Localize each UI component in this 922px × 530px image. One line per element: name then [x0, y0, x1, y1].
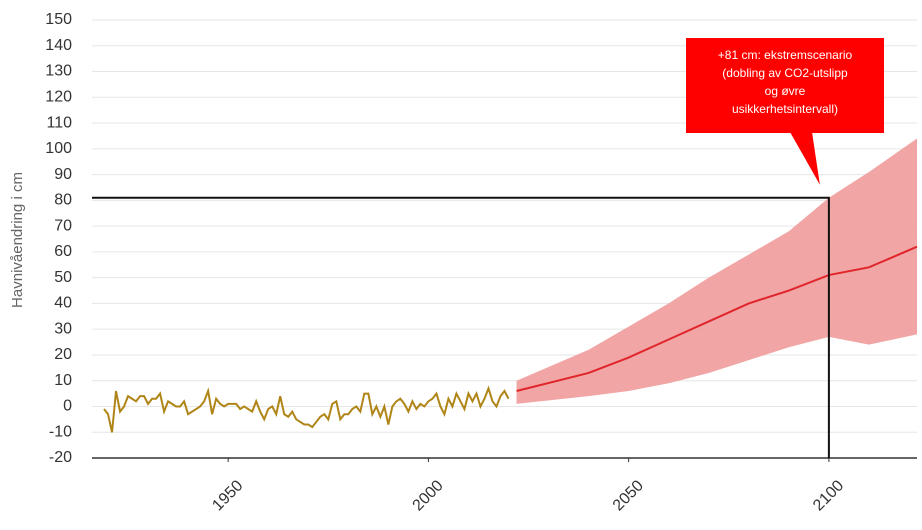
- x-tick-label: 2000: [410, 477, 447, 514]
- y-tick-label: -20: [49, 449, 72, 466]
- annotation-text: og øvre: [765, 84, 806, 98]
- y-tick-label: 130: [45, 63, 72, 80]
- series-line: [516, 245, 918, 392]
- y-tick-label: 90: [54, 166, 72, 183]
- annotation-text: +81 cm: ekstremscenario: [718, 48, 853, 62]
- x-tick-label: 2050: [610, 477, 647, 514]
- annotation-text: usikkerhetsintervall): [732, 102, 838, 116]
- y-tick-label: 110: [46, 114, 72, 131]
- y-tick-label: 20: [54, 346, 72, 363]
- y-tick-label: -10: [49, 423, 72, 440]
- y-tick-label: 120: [45, 89, 72, 106]
- y-tick-label: 150: [45, 11, 72, 28]
- reference-line: [92, 196, 830, 458]
- y-tick-label: 100: [45, 140, 72, 157]
- y-tick-label: 30: [54, 320, 72, 337]
- y-tick-label: 50: [54, 269, 72, 286]
- y-tick-label: 140: [45, 37, 72, 54]
- annotation-text: (dobling av CO2-utslipp: [722, 66, 848, 80]
- annotation-box: [686, 38, 884, 133]
- y-tick-label: 80: [54, 192, 72, 209]
- uncertainty-band: [516, 138, 917, 404]
- series-line: [103, 385, 510, 433]
- y-tick-label: 40: [54, 295, 72, 312]
- y-tick-label: 0: [63, 398, 72, 415]
- y-tick-label: 60: [54, 243, 72, 260]
- y-tick-label: 70: [54, 217, 72, 234]
- x-tick-label: 1950: [209, 477, 246, 514]
- y-tick-label: 10: [54, 372, 72, 389]
- y-axis-label: Havnivåendring i cm: [9, 172, 26, 308]
- annotation-pointer: [790, 132, 820, 185]
- x-tick-label: 2100: [810, 477, 847, 514]
